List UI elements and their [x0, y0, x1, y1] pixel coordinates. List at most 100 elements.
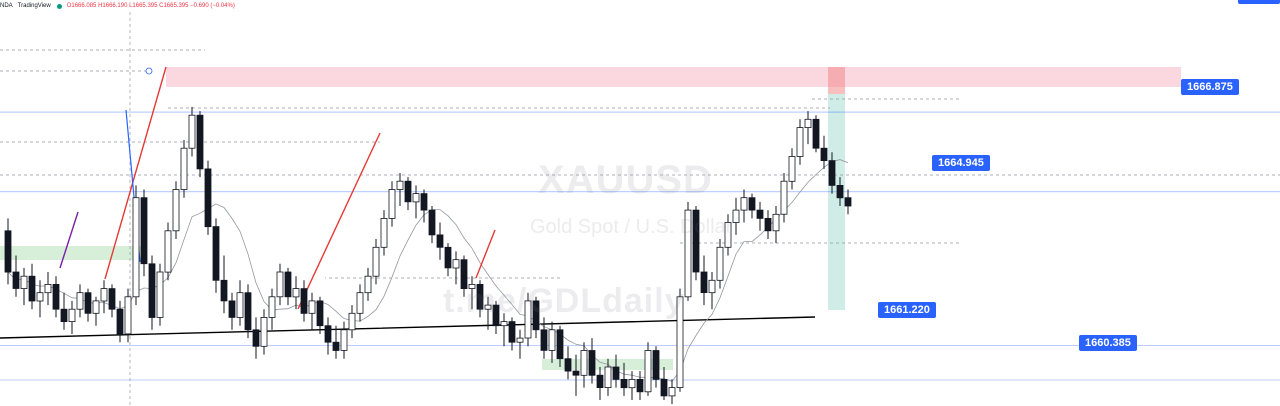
candle-body-28 [228, 300, 236, 318]
candle-body-16 [132, 197, 140, 298]
candle-body-93 [748, 197, 756, 211]
candle-body-23 [188, 114, 196, 149]
candle-body-77 [620, 378, 628, 389]
candle-body-74 [596, 374, 604, 389]
candle-body-26 [212, 226, 220, 281]
candle-body-78 [628, 378, 636, 389]
candle-body-49 [396, 180, 404, 190]
candle-body-67 [540, 329, 548, 351]
candle-body-95 [764, 217, 772, 232]
candle-body-75 [604, 366, 612, 389]
anchor-point [145, 67, 153, 75]
trendline-purple [59, 211, 79, 269]
candle-body-1 [12, 271, 20, 289]
candle-body-22 [180, 147, 188, 190]
price-label-resistance[interactable]: 1666.875 [1181, 79, 1239, 95]
chart-header: NDA TradingView O1666.085 H1666.190 L166… [0, 0, 235, 12]
candle-body-29 [236, 292, 244, 318]
candle-body-14 [116, 308, 124, 335]
candle-body-18 [148, 263, 156, 318]
status-dot-icon [56, 3, 62, 9]
candle-body-17 [140, 197, 148, 265]
candle-body-10 [84, 292, 92, 314]
candle-body-69 [556, 329, 564, 360]
candle-body-80 [644, 350, 652, 393]
trendline-up-2 [297, 132, 381, 310]
candle-body-91 [732, 209, 740, 223]
candle-body-61 [492, 304, 500, 327]
candle-body-4 [36, 292, 44, 302]
moving-average-line [7, 159, 849, 382]
candle-body-53 [428, 209, 436, 236]
candle-body-0 [4, 230, 12, 273]
candle-body-35 [284, 271, 292, 298]
candle-body-54 [436, 234, 444, 248]
candle-body-57 [460, 259, 468, 290]
candle-body-105 [844, 197, 852, 207]
candle-body-101 [812, 118, 820, 149]
candle-body-62 [500, 321, 508, 327]
candle-body-48 [388, 189, 396, 219]
price-label-current[interactable]: 1664.945 [932, 155, 990, 171]
candle-body-89 [716, 246, 724, 281]
candle-body-21 [172, 189, 180, 232]
candle-body-81 [652, 350, 660, 380]
candle-body-3 [28, 275, 36, 302]
candle-body-99 [796, 127, 804, 157]
candle-body-85 [684, 209, 692, 298]
candle-body-51 [412, 193, 420, 203]
candle-body-11 [92, 300, 100, 314]
clipped-price-label [1238, 0, 1280, 4]
candle-body-65 [524, 300, 532, 339]
candle-body-96 [772, 213, 780, 232]
candle-body-82 [660, 378, 668, 397]
trendline-up-1 [104, 66, 167, 280]
candle-body-45 [364, 275, 372, 294]
candle-body-87 [700, 271, 708, 294]
candle-body-41 [332, 341, 340, 351]
candle-body-64 [516, 337, 524, 343]
candle-body-94 [756, 209, 764, 219]
candle-body-68 [548, 329, 556, 351]
candle-body-38 [308, 300, 316, 314]
candle-body-70 [564, 358, 572, 372]
candle-body-97 [780, 180, 788, 215]
candle-body-19 [156, 271, 164, 318]
candle-body-5 [44, 283, 52, 294]
price-label-support-2[interactable]: 1660.385 [1079, 335, 1137, 351]
candle-body-73 [588, 350, 596, 376]
candle-body-92 [740, 197, 748, 211]
candle-body-52 [420, 193, 428, 211]
candle-body-42 [340, 329, 348, 351]
candle-body-59 [476, 283, 484, 310]
candle-body-30 [244, 292, 252, 331]
candle-body-46 [372, 246, 380, 277]
candle-body-72 [580, 350, 588, 376]
candle-body-9 [76, 292, 84, 310]
candle-body-44 [356, 292, 364, 314]
candle-body-50 [404, 180, 412, 203]
ohlc-readout: O1666.085 H1666.190 L1665.395 C1665.395 … [66, 3, 235, 9]
candle-body-32 [260, 316, 268, 347]
symbol-name[interactable]: NDA [0, 3, 13, 9]
candle-body-76 [612, 366, 620, 380]
candle-body-56 [452, 259, 460, 269]
candle-body-7 [60, 308, 68, 323]
candle-body-86 [692, 209, 700, 273]
candle-body-100 [804, 118, 812, 129]
trendline-up-3 [475, 229, 496, 279]
candle-body-39 [316, 300, 324, 327]
candle-body-31 [252, 329, 260, 347]
candle-body-60 [484, 304, 492, 310]
candle-body-25 [204, 168, 212, 228]
price-label-support-1[interactable]: 1661.220 [878, 302, 936, 318]
candle-body-34 [276, 271, 284, 298]
stop-zone [828, 67, 845, 94]
demand-zone-left [0, 246, 146, 260]
candle-body-90 [724, 222, 732, 248]
candle-body-43 [348, 312, 356, 331]
candle-body-71 [572, 370, 580, 376]
candle-body-102 [820, 147, 828, 161]
